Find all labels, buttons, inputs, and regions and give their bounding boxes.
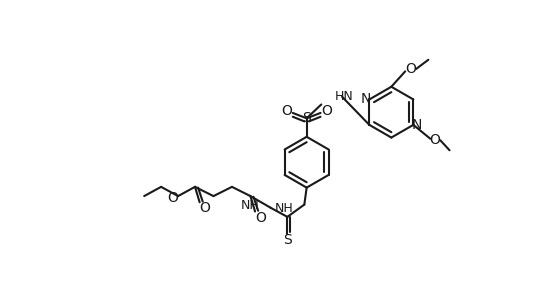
Text: O: O bbox=[167, 191, 178, 205]
Text: S: S bbox=[302, 111, 311, 125]
Text: N: N bbox=[360, 93, 371, 106]
Text: NH: NH bbox=[241, 199, 259, 212]
Text: O: O bbox=[321, 104, 332, 118]
Text: O: O bbox=[199, 201, 210, 215]
Text: O: O bbox=[405, 62, 416, 76]
Text: O: O bbox=[281, 104, 292, 118]
Text: HN: HN bbox=[335, 90, 353, 103]
Text: O: O bbox=[255, 211, 266, 225]
Text: NH: NH bbox=[275, 202, 294, 215]
Text: N: N bbox=[412, 118, 422, 132]
Text: S: S bbox=[283, 233, 292, 247]
Text: O: O bbox=[429, 133, 440, 147]
